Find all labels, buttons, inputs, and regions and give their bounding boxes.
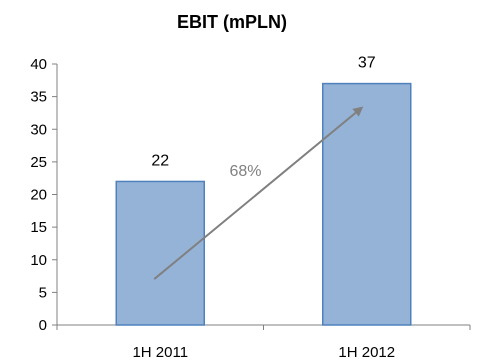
bars bbox=[115, 82, 412, 326]
y-tick-label: 25 bbox=[30, 154, 47, 171]
bar bbox=[322, 82, 412, 326]
growth-arrow bbox=[153, 106, 364, 280]
y-tick-label: 35 bbox=[30, 89, 47, 106]
y-tick-label: 15 bbox=[30, 219, 47, 236]
labels: 22 1H 2011 37 1H 2012 bbox=[132, 55, 395, 361]
category-label: 1H 2011 bbox=[132, 344, 188, 361]
annotation: 68% bbox=[153, 106, 364, 280]
y-tick-label: 10 bbox=[30, 252, 47, 269]
y-tick-label: 40 bbox=[30, 56, 47, 73]
y-tick-label: 5 bbox=[39, 284, 47, 301]
y-tick-label: 30 bbox=[30, 121, 47, 138]
category-label: 1H 2012 bbox=[338, 344, 395, 361]
chart-title: EBIT (mPLN) bbox=[177, 12, 287, 32]
y-tick-label: 20 bbox=[30, 187, 47, 204]
data-label: 22 bbox=[151, 152, 169, 169]
growth-percentage-label: 68% bbox=[229, 163, 261, 180]
data-label: 37 bbox=[358, 55, 376, 72]
y-tick-label: 0 bbox=[39, 317, 47, 334]
bar bbox=[115, 180, 205, 326]
